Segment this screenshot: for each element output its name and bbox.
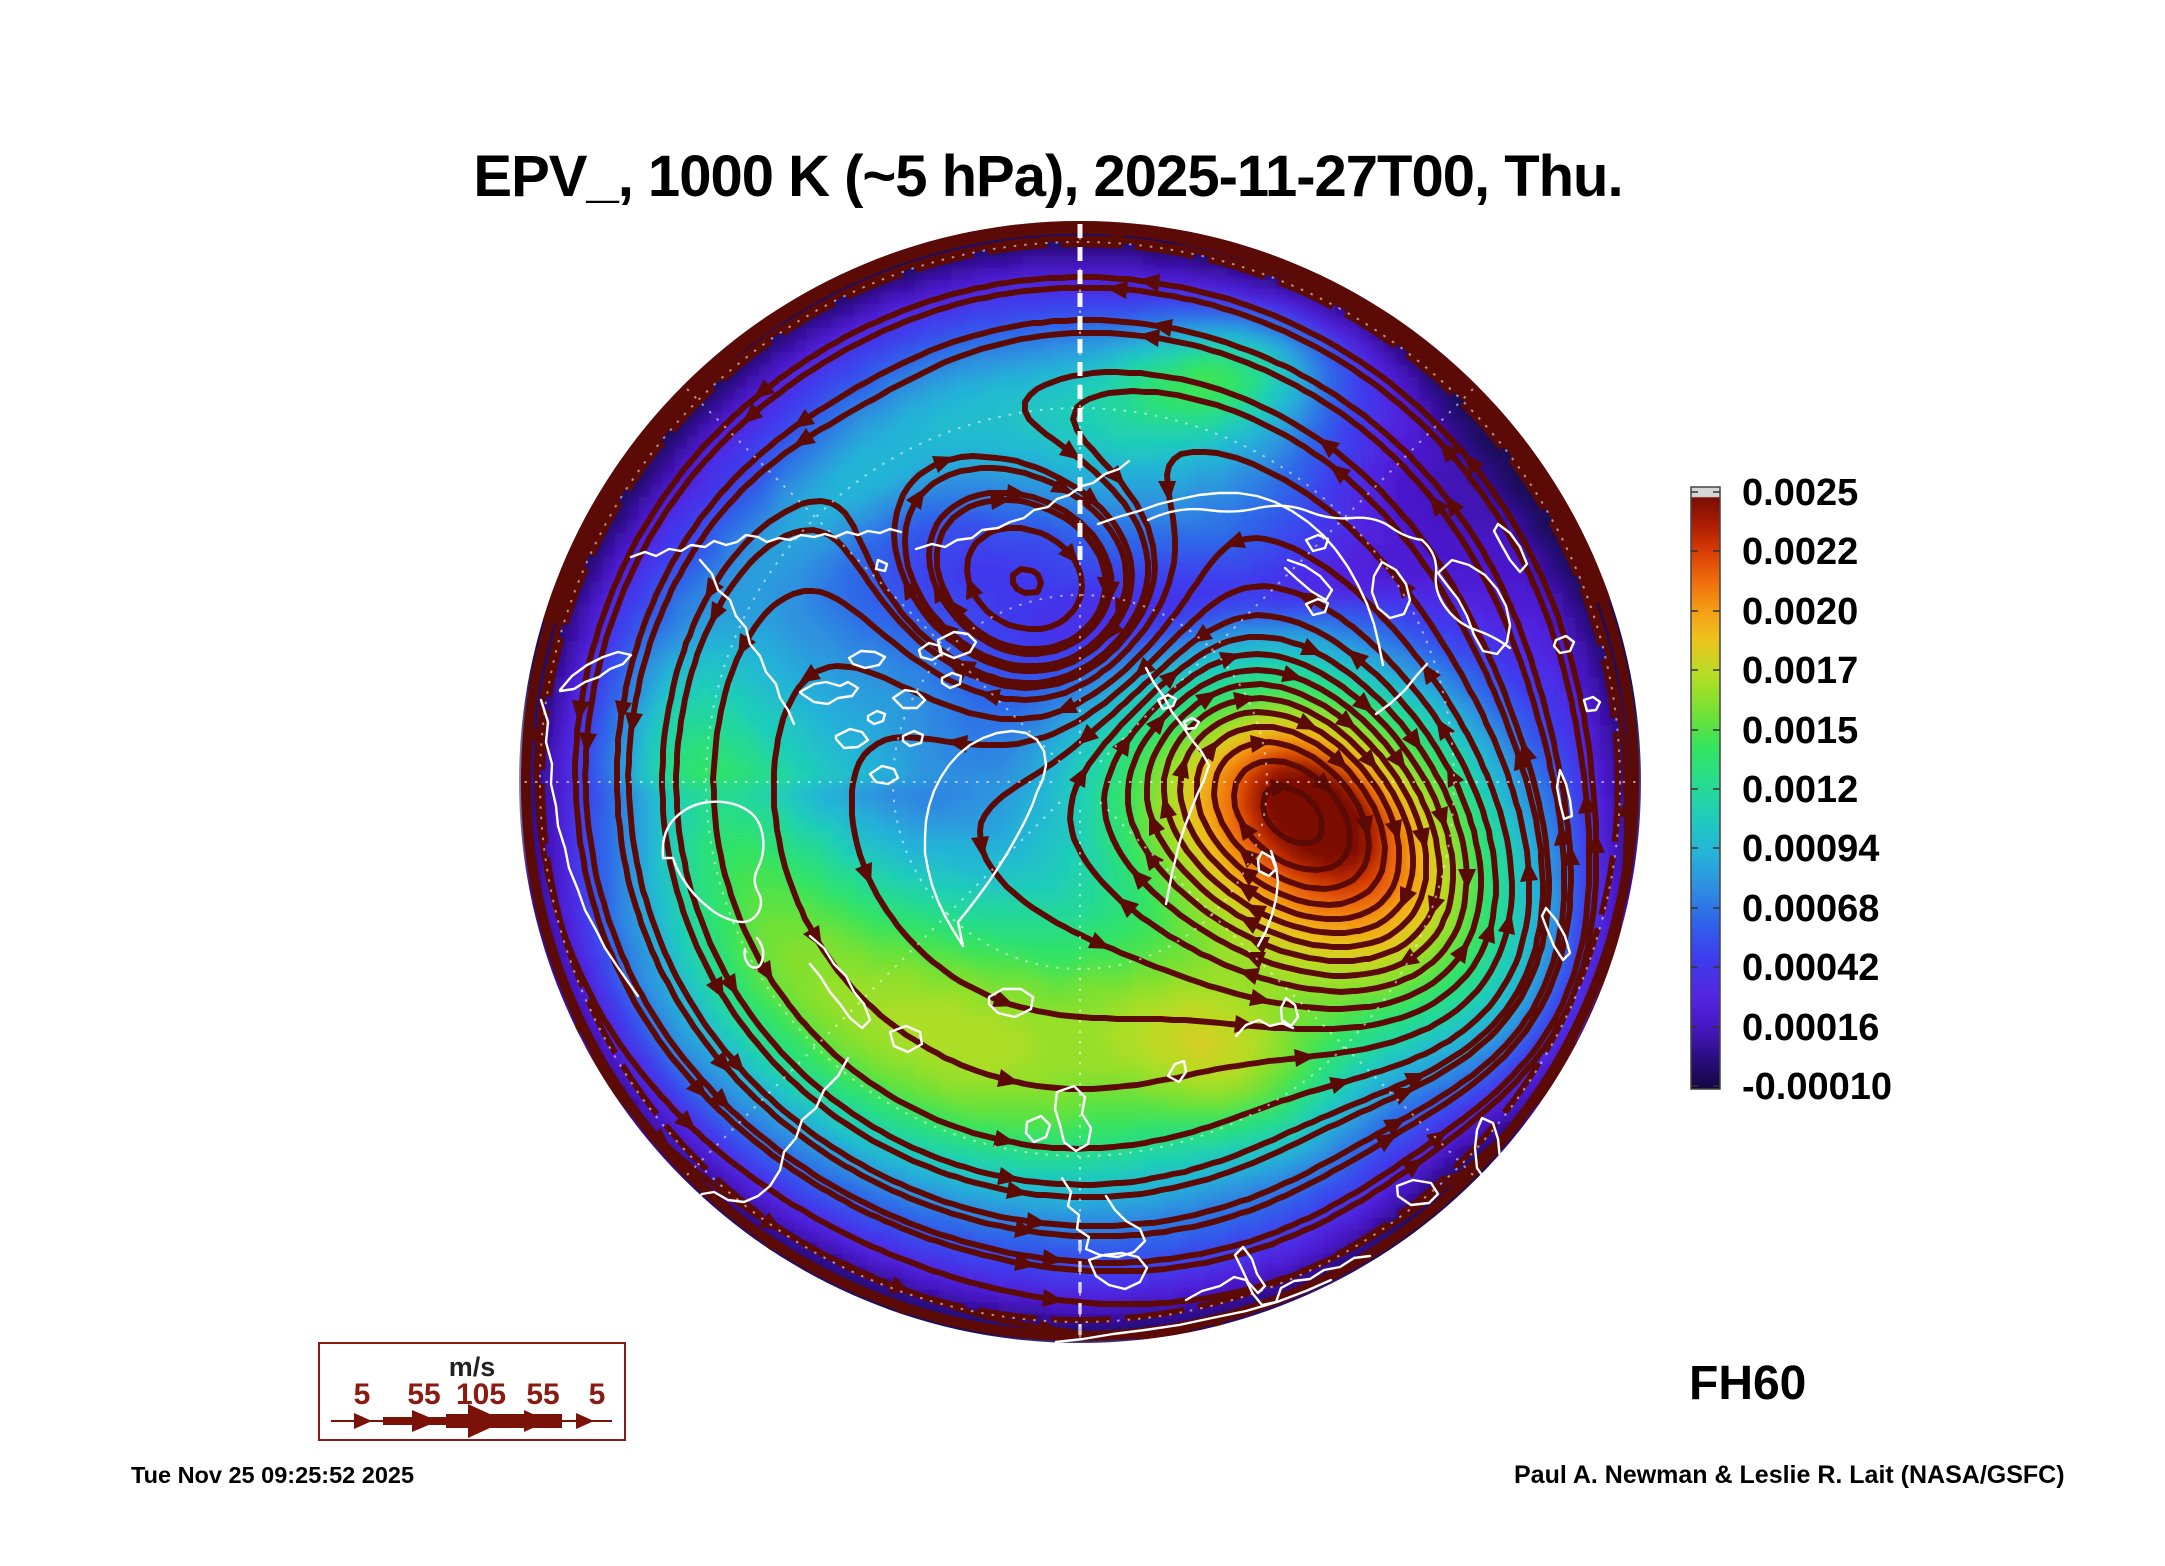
svg-text:55: 55 <box>407 1378 440 1411</box>
svg-text:EPV_, 1000 K (~5 hPa), 2025-11: EPV_, 1000 K (~5 hPa), 2025-11-27T00, Th… <box>473 144 1622 209</box>
svg-text:0.0017: 0.0017 <box>1742 650 1858 692</box>
svg-text:-0.00010: -0.00010 <box>1742 1066 1892 1108</box>
svg-text:Paul A. Newman & Leslie R. Lai: Paul A. Newman & Leslie R. Lait (NASA/GS… <box>1514 1461 2065 1489</box>
svg-text:55: 55 <box>526 1378 559 1411</box>
svg-text:FH60: FH60 <box>1689 1357 1806 1410</box>
svg-text:0.00042: 0.00042 <box>1742 947 1879 989</box>
svg-text:105: 105 <box>456 1378 506 1411</box>
svg-text:0.00068: 0.00068 <box>1742 888 1879 930</box>
svg-text:0.0015: 0.0015 <box>1742 710 1858 752</box>
svg-text:0.0012: 0.0012 <box>1742 769 1858 811</box>
svg-text:0.0022: 0.0022 <box>1742 531 1858 573</box>
svg-text:0.00016: 0.00016 <box>1742 1007 1879 1049</box>
svg-text:0.00094: 0.00094 <box>1742 828 1879 870</box>
svg-text:0.0020: 0.0020 <box>1742 591 1858 633</box>
svg-text:5: 5 <box>589 1378 606 1411</box>
svg-text:0.0025: 0.0025 <box>1742 472 1858 514</box>
svg-text:5: 5 <box>354 1378 371 1411</box>
svg-text:Tue Nov 25 09:25:52 2025: Tue Nov 25 09:25:52 2025 <box>131 1462 414 1488</box>
